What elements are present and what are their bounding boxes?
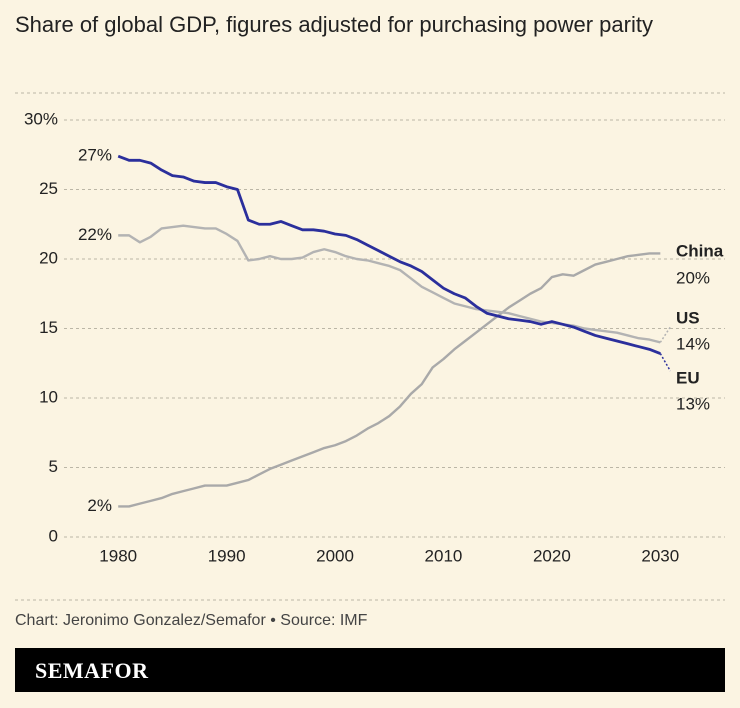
y-tick-label: 5 — [49, 457, 58, 476]
y-tick-label: 15 — [39, 318, 58, 337]
start-label: 22% — [78, 225, 112, 244]
brand-logo: SEMAFOR — [35, 658, 149, 683]
series-line — [118, 224, 661, 344]
y-tick-label: 10 — [39, 387, 58, 406]
end-label: 20% — [676, 268, 710, 287]
x-tick-label: 2010 — [425, 546, 463, 565]
legend-label: EU — [676, 368, 700, 387]
source-note: Chart: Jeronimo Gonzalez/Semafor • Sourc… — [15, 612, 368, 629]
start-label: 2% — [87, 496, 112, 515]
end-label: 13% — [676, 394, 710, 413]
chart-title: Share of global GDP, figures adjusted fo… — [15, 12, 653, 37]
x-tick-label: 1990 — [208, 546, 246, 565]
y-tick-label: 25 — [39, 179, 58, 198]
series-line — [117, 154, 661, 355]
start-label: 27% — [78, 146, 112, 165]
x-tick-label: 2020 — [533, 546, 571, 565]
y-tick-label: 20 — [39, 248, 58, 267]
end-label: 14% — [676, 334, 710, 353]
label-connector — [659, 353, 671, 372]
x-tick-label: 1980 — [99, 546, 137, 565]
legend-label: US — [676, 308, 700, 327]
series-line — [118, 252, 661, 508]
legend-label: China — [676, 241, 724, 260]
label-connector — [659, 326, 671, 343]
brand-banner: SEMAFOR — [15, 648, 725, 692]
y-tick-label: 30% — [24, 109, 58, 128]
x-tick-label: 2030 — [641, 546, 679, 565]
x-tick-label: 2000 — [316, 546, 354, 565]
y-tick-label: 0 — [49, 526, 58, 545]
